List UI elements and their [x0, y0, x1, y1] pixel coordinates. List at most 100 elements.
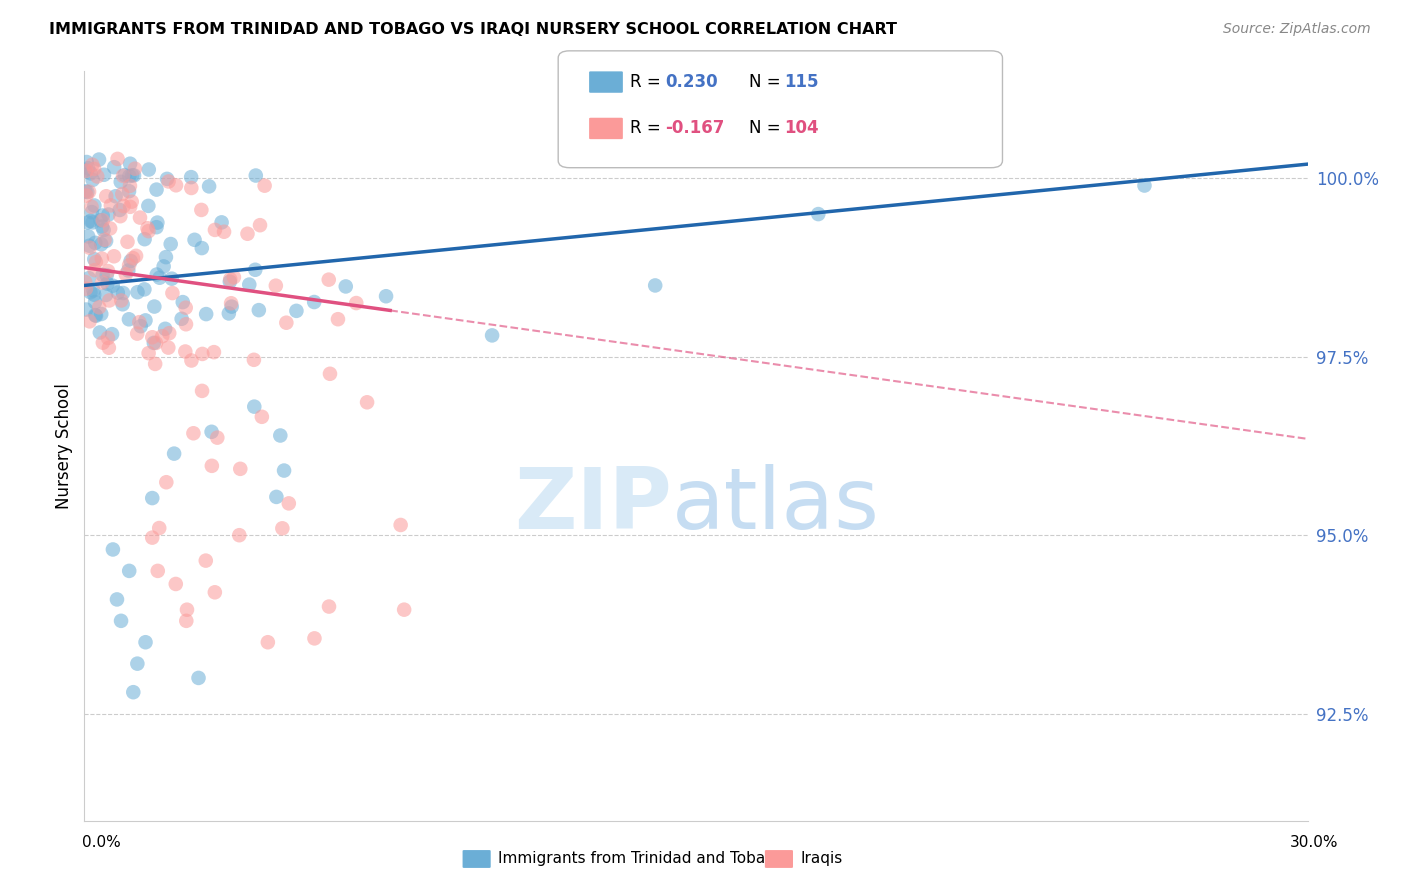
Text: R =: R =	[630, 73, 666, 91]
Text: Immigrants from Trinidad and Tobago: Immigrants from Trinidad and Tobago	[498, 852, 785, 866]
Point	[120, 254, 142, 268]
Point	[84, 255, 107, 269]
Point	[174, 614, 197, 628]
Point	[75, 275, 97, 289]
Point	[98, 293, 121, 308]
Point	[118, 312, 141, 326]
Point	[122, 685, 145, 699]
Point	[93, 223, 115, 237]
Point	[127, 326, 149, 341]
Point	[112, 285, 135, 300]
Point	[138, 199, 160, 213]
Point	[326, 312, 349, 326]
Point	[200, 425, 222, 439]
Point	[152, 260, 174, 274]
Point	[98, 221, 121, 235]
Point	[91, 213, 114, 227]
Point	[103, 160, 125, 174]
Point	[335, 279, 357, 293]
Point	[94, 234, 117, 248]
Point	[249, 218, 271, 232]
Point	[174, 301, 197, 315]
Point	[146, 564, 169, 578]
Point	[90, 252, 112, 266]
Point	[80, 205, 103, 219]
Point	[82, 173, 104, 187]
Point	[118, 184, 141, 198]
Point	[134, 313, 156, 327]
Point	[111, 297, 134, 311]
Point	[108, 202, 131, 217]
Point	[219, 272, 242, 286]
Point	[93, 233, 115, 247]
Point	[159, 237, 181, 252]
Text: atlas: atlas	[672, 465, 880, 548]
Point	[79, 214, 101, 228]
Point	[271, 521, 294, 535]
Point	[89, 326, 111, 340]
Point	[807, 207, 830, 221]
Point	[127, 657, 149, 671]
Point	[114, 168, 136, 182]
Point	[73, 163, 96, 178]
Point	[89, 301, 111, 315]
Point	[136, 221, 159, 235]
Point	[122, 169, 145, 183]
Point	[76, 155, 98, 169]
Point	[97, 341, 120, 355]
Point	[76, 215, 98, 229]
Point	[105, 592, 128, 607]
Point	[79, 241, 101, 255]
Point	[83, 161, 105, 176]
Point	[110, 175, 132, 189]
Point	[375, 289, 398, 303]
Point	[101, 542, 124, 557]
Point	[304, 632, 326, 646]
Point	[75, 188, 97, 202]
Point	[112, 199, 135, 213]
Point	[257, 635, 280, 649]
Point	[107, 152, 129, 166]
Point	[191, 241, 214, 255]
Text: Source: ZipAtlas.com: Source: ZipAtlas.com	[1223, 22, 1371, 37]
Point	[97, 264, 120, 278]
Point	[204, 585, 226, 599]
Point	[77, 161, 100, 176]
Point	[89, 213, 111, 227]
Text: 104: 104	[785, 120, 820, 137]
Point	[180, 170, 202, 185]
Point	[128, 315, 150, 329]
Text: -0.167: -0.167	[665, 120, 724, 137]
Point	[79, 285, 101, 300]
Point	[191, 384, 214, 398]
Point	[143, 357, 166, 371]
Point	[93, 168, 115, 182]
Point	[121, 169, 143, 183]
Point	[91, 209, 114, 223]
Point	[204, 223, 226, 237]
Point	[145, 220, 167, 235]
Point	[138, 224, 160, 238]
Point	[97, 331, 120, 345]
Text: 30.0%: 30.0%	[1291, 836, 1339, 850]
Point	[212, 225, 235, 239]
Point	[250, 409, 273, 424]
Point	[118, 564, 141, 578]
Point	[101, 278, 124, 293]
Point	[148, 521, 170, 535]
Point	[207, 431, 229, 445]
Point	[125, 249, 148, 263]
Point	[83, 284, 105, 298]
Point	[138, 346, 160, 360]
Point	[77, 229, 100, 244]
Text: N =: N =	[749, 73, 786, 91]
Point	[157, 326, 180, 341]
Point	[266, 490, 288, 504]
Point	[83, 252, 105, 267]
Point	[218, 275, 240, 289]
Point	[114, 268, 136, 282]
Point	[245, 262, 267, 277]
Point	[80, 200, 103, 214]
Point	[198, 179, 221, 194]
Point	[180, 353, 202, 368]
